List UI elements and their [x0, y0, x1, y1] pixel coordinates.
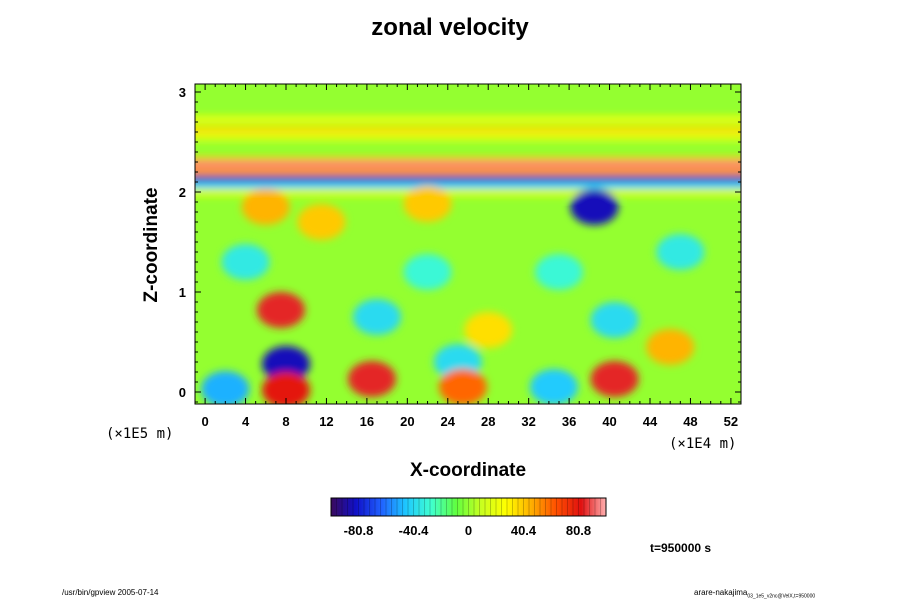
x-tick-label: 36 [562, 414, 576, 429]
x-axis: 0 4 8 12 16 20 24 28 32 36 40 44 48 52 [201, 84, 738, 429]
colorbar-tick-label: 80.8 [566, 523, 591, 538]
x-tick-label: 0 [201, 414, 208, 429]
x-axis-label: X-coordinate [409, 460, 527, 481]
field-feature [570, 189, 619, 225]
colorbar-tick-label: 0 [465, 523, 472, 538]
field-feature [646, 329, 695, 365]
x-tick-label: 24 [441, 414, 456, 429]
y-tick-label: 3 [179, 85, 186, 100]
field-feature [590, 361, 639, 397]
field-feature [464, 312, 513, 348]
field-feature [262, 372, 310, 404]
x-tick-label: 4 [242, 414, 250, 429]
band [195, 126, 741, 135]
field-feature [201, 371, 250, 404]
band [195, 133, 741, 142]
x-tick-label: 28 [481, 414, 495, 429]
y-tick-label: 0 [179, 385, 186, 400]
x-tick-label: 52 [724, 414, 738, 429]
colorbar-tick-label: -40.4 [399, 523, 429, 538]
colorbar-ticks: -80.8 -40.4 0 40.4 80.8 [336, 498, 601, 538]
field-feature [535, 254, 583, 290]
time-annotation: t=950000 s [650, 541, 712, 555]
field-feature [403, 186, 452, 222]
x-tick-label: 20 [400, 414, 414, 429]
field-feature [656, 234, 705, 270]
colorbar-tick-label: -80.8 [344, 523, 374, 538]
colorbar-tick-label: 40.4 [511, 523, 537, 538]
footer-author-name: arare-nakajima [694, 588, 748, 597]
field-feature [221, 244, 270, 280]
field-feature [353, 299, 401, 335]
band [195, 167, 741, 176]
x-axis-unit: (×1E4 m) [669, 436, 737, 452]
band [195, 156, 741, 165]
x-tick-label: 12 [319, 414, 333, 429]
field-feature [297, 204, 346, 240]
x-tick-label: 8 [282, 414, 289, 429]
y-tick-label: 2 [179, 185, 186, 200]
y-axis-label: Z-coordinate [141, 187, 162, 303]
band [195, 188, 741, 197]
field-feature [262, 346, 310, 382]
y-axis: 0 1 2 3 [179, 85, 741, 403]
x-tick-label: 16 [360, 414, 374, 429]
band [195, 175, 741, 184]
chart-title: zonal velocity [371, 14, 529, 41]
band [195, 115, 741, 124]
field-feature [529, 369, 578, 404]
heatmap-field [195, 115, 741, 404]
field-feature [347, 361, 396, 397]
x-tick-label: 32 [521, 414, 535, 429]
footer-author: arare-nakajima03_1e5_v2nc@VelX,t=950000 [694, 588, 815, 600]
footer-author-file: 03_1e5_v2nc@VelX,t=950000 [747, 593, 816, 600]
field-feature [590, 302, 639, 338]
band [195, 161, 741, 170]
x-tick-label: 44 [643, 414, 658, 429]
footer-command: /usr/bin/gpview 2005-07-14 [62, 588, 159, 597]
y-tick-label: 1 [179, 285, 186, 300]
field-feature [241, 189, 290, 225]
band [195, 181, 741, 190]
field-feature [438, 369, 487, 404]
heatmap-area [195, 84, 741, 404]
x-tick-label: 48 [683, 414, 697, 429]
field-feature [256, 292, 305, 328]
field-feature [403, 254, 452, 290]
x-tick-label: 40 [602, 414, 616, 429]
y-axis-unit: (×1E5 m) [106, 426, 174, 442]
